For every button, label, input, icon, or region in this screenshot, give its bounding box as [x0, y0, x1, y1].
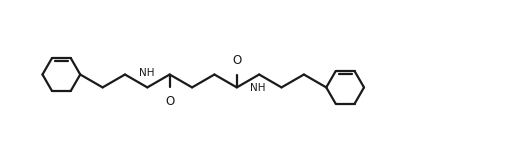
Text: NH: NH — [138, 69, 154, 79]
Text: O: O — [165, 95, 174, 108]
Text: NH: NH — [250, 83, 266, 93]
Text: O: O — [232, 54, 241, 67]
